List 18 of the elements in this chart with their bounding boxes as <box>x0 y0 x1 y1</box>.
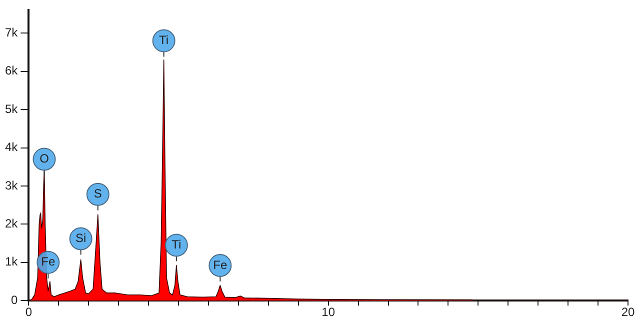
annotation: Ti <box>172 238 182 252</box>
y-tick-label: 0 <box>10 292 18 307</box>
annotation: Ti <box>159 33 169 48</box>
y-tick-label: 5k <box>4 102 19 116</box>
x-tick-label: 20 <box>621 305 635 320</box>
y-tick-label: 4k <box>4 140 19 154</box>
x-tick-label: 10 <box>322 305 336 320</box>
y-tick-label: 2k <box>4 216 19 230</box>
annotation: O <box>40 152 49 166</box>
annotation: Si <box>75 231 86 246</box>
y-tick-label: 3k <box>4 178 19 192</box>
x-tick-label: 0 <box>25 305 32 320</box>
y-tick-label: 1k <box>4 254 19 269</box>
y-tick-label: 7k <box>4 25 19 40</box>
annotation: Fe <box>41 254 56 269</box>
annotation: S <box>94 186 102 201</box>
annotation: Fe <box>213 258 228 272</box>
y-tick-label: 6k <box>4 64 19 78</box>
